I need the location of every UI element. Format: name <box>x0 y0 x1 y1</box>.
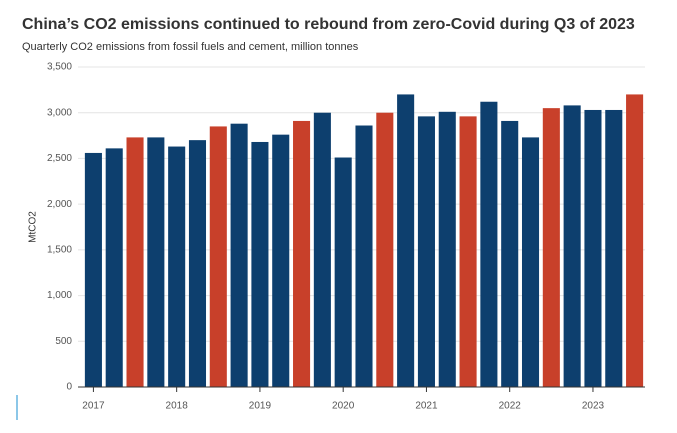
y-tick-label: 2,000 <box>47 199 72 210</box>
x-tick-label: 2020 <box>332 401 355 412</box>
bar <box>355 125 373 387</box>
y-tick-label: 2,500 <box>47 153 72 164</box>
bar <box>584 109 602 387</box>
y-tick-label: 1,500 <box>47 244 72 255</box>
bar <box>438 111 456 388</box>
bar <box>105 148 123 387</box>
bar <box>209 126 227 387</box>
x-tick-label: 2021 <box>415 401 438 412</box>
x-tick-label: 2017 <box>82 401 105 412</box>
x-tick-label: 2022 <box>499 401 522 412</box>
bar <box>376 112 394 387</box>
y-tick-label: 3,500 <box>47 62 72 73</box>
bar <box>126 137 144 387</box>
bar <box>251 141 269 387</box>
bar <box>168 146 186 387</box>
bar <box>459 116 477 387</box>
bar <box>313 112 331 387</box>
bar <box>230 123 248 387</box>
bar <box>272 134 290 387</box>
chart-title: China’s CO2 emissions continued to rebou… <box>22 16 635 33</box>
y-tick-label: 0 <box>66 382 72 393</box>
bar <box>626 94 644 387</box>
bar <box>521 137 540 387</box>
y-tick-label: 500 <box>55 336 72 347</box>
bar <box>188 140 207 387</box>
y-axis-label: MtCO2 <box>28 211 39 243</box>
bar <box>480 101 498 387</box>
x-tick-label: 2023 <box>582 401 605 412</box>
x-tick-label: 2019 <box>249 401 272 412</box>
bar <box>542 108 560 388</box>
bar <box>293 120 311 387</box>
bar <box>501 120 519 387</box>
bar <box>563 105 581 388</box>
bar <box>417 116 435 387</box>
y-tick-label: 1,000 <box>47 290 72 301</box>
bar <box>147 137 165 387</box>
chart-subtitle: Quarterly CO2 emissions from fossil fuel… <box>22 41 359 53</box>
bar <box>84 152 102 387</box>
bar <box>334 157 352 387</box>
bar <box>397 94 415 387</box>
y-tick-label: 3,000 <box>47 107 72 118</box>
x-tick-label: 2018 <box>166 401 189 412</box>
bar <box>605 109 623 387</box>
